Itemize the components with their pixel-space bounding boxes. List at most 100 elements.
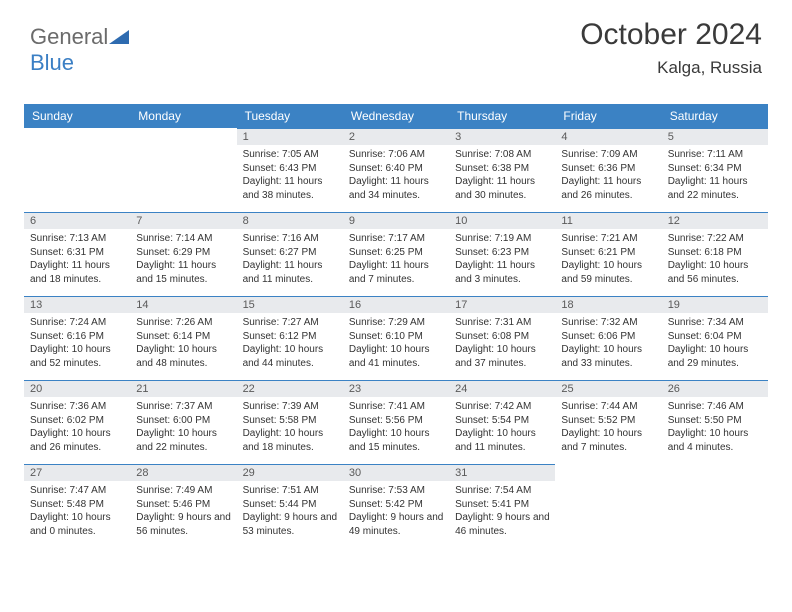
day-info: Sunrise: 7:19 AMSunset: 6:23 PMDaylight:… bbox=[449, 229, 555, 288]
calendar-cell: 3Sunrise: 7:08 AMSunset: 6:38 PMDaylight… bbox=[449, 128, 555, 212]
day-info: Sunrise: 7:54 AMSunset: 5:41 PMDaylight:… bbox=[449, 481, 555, 540]
calendar-cell: 28Sunrise: 7:49 AMSunset: 5:46 PMDayligh… bbox=[130, 464, 236, 548]
daylight-text: Daylight: 10 hours and 44 minutes. bbox=[243, 343, 339, 370]
daylight-text: Daylight: 11 hours and 3 minutes. bbox=[455, 259, 551, 286]
daylight-text: Daylight: 11 hours and 22 minutes. bbox=[668, 175, 764, 202]
day-number: 9 bbox=[343, 213, 449, 229]
day-info: Sunrise: 7:08 AMSunset: 6:38 PMDaylight:… bbox=[449, 145, 555, 204]
calendar-cell: 22Sunrise: 7:39 AMSunset: 5:58 PMDayligh… bbox=[237, 380, 343, 464]
day-number: 31 bbox=[449, 465, 555, 481]
daylight-text: Daylight: 11 hours and 7 minutes. bbox=[349, 259, 445, 286]
sunset-text: Sunset: 6:29 PM bbox=[136, 246, 232, 260]
day-info: Sunrise: 7:47 AMSunset: 5:48 PMDaylight:… bbox=[24, 481, 130, 540]
day-info: Sunrise: 7:09 AMSunset: 6:36 PMDaylight:… bbox=[555, 145, 661, 204]
day-number: 28 bbox=[130, 465, 236, 481]
day-info: Sunrise: 7:14 AMSunset: 6:29 PMDaylight:… bbox=[130, 229, 236, 288]
sunrise-text: Sunrise: 7:17 AM bbox=[349, 232, 445, 246]
sunset-text: Sunset: 6:27 PM bbox=[243, 246, 339, 260]
sunset-text: Sunset: 5:50 PM bbox=[668, 414, 764, 428]
daylight-text: Daylight: 10 hours and 41 minutes. bbox=[349, 343, 445, 370]
sunset-text: Sunset: 6:36 PM bbox=[561, 162, 657, 176]
day-number: 22 bbox=[237, 381, 343, 397]
day-number: 26 bbox=[662, 381, 768, 397]
sunset-text: Sunset: 6:25 PM bbox=[349, 246, 445, 260]
day-number: 14 bbox=[130, 297, 236, 313]
sunrise-text: Sunrise: 7:19 AM bbox=[455, 232, 551, 246]
day-info: Sunrise: 7:36 AMSunset: 6:02 PMDaylight:… bbox=[24, 397, 130, 456]
calendar-row: 1Sunrise: 7:05 AMSunset: 6:43 PMDaylight… bbox=[24, 128, 768, 212]
sunset-text: Sunset: 5:56 PM bbox=[349, 414, 445, 428]
daylight-text: Daylight: 11 hours and 34 minutes. bbox=[349, 175, 445, 202]
sunrise-text: Sunrise: 7:53 AM bbox=[349, 484, 445, 498]
day-number: 16 bbox=[343, 297, 449, 313]
calendar-cell: 16Sunrise: 7:29 AMSunset: 6:10 PMDayligh… bbox=[343, 296, 449, 380]
calendar-cell: 19Sunrise: 7:34 AMSunset: 6:04 PMDayligh… bbox=[662, 296, 768, 380]
sunset-text: Sunset: 5:58 PM bbox=[243, 414, 339, 428]
day-number: 7 bbox=[130, 213, 236, 229]
calendar-cell: 29Sunrise: 7:51 AMSunset: 5:44 PMDayligh… bbox=[237, 464, 343, 548]
day-number: 23 bbox=[343, 381, 449, 397]
sunset-text: Sunset: 5:54 PM bbox=[455, 414, 551, 428]
day-info: Sunrise: 7:34 AMSunset: 6:04 PMDaylight:… bbox=[662, 313, 768, 372]
day-number: 29 bbox=[237, 465, 343, 481]
day-info: Sunrise: 7:26 AMSunset: 6:14 PMDaylight:… bbox=[130, 313, 236, 372]
sunset-text: Sunset: 5:46 PM bbox=[136, 498, 232, 512]
daylight-text: Daylight: 10 hours and 15 minutes. bbox=[349, 427, 445, 454]
daylight-text: Daylight: 11 hours and 11 minutes. bbox=[243, 259, 339, 286]
daylight-text: Daylight: 9 hours and 46 minutes. bbox=[455, 511, 551, 538]
weekday-header: Monday bbox=[130, 104, 236, 128]
calendar-row: 13Sunrise: 7:24 AMSunset: 6:16 PMDayligh… bbox=[24, 296, 768, 380]
sunset-text: Sunset: 5:41 PM bbox=[455, 498, 551, 512]
day-info: Sunrise: 7:05 AMSunset: 6:43 PMDaylight:… bbox=[237, 145, 343, 204]
sunrise-text: Sunrise: 7:26 AM bbox=[136, 316, 232, 330]
location-title: Kalga, Russia bbox=[580, 58, 762, 78]
calendar-cell: 15Sunrise: 7:27 AMSunset: 6:12 PMDayligh… bbox=[237, 296, 343, 380]
daylight-text: Daylight: 10 hours and 18 minutes. bbox=[243, 427, 339, 454]
day-info: Sunrise: 7:27 AMSunset: 6:12 PMDaylight:… bbox=[237, 313, 343, 372]
daylight-text: Daylight: 11 hours and 15 minutes. bbox=[136, 259, 232, 286]
sunset-text: Sunset: 6:21 PM bbox=[561, 246, 657, 260]
weekday-header: Thursday bbox=[449, 104, 555, 128]
daylight-text: Daylight: 10 hours and 26 minutes. bbox=[30, 427, 126, 454]
daylight-text: Daylight: 10 hours and 48 minutes. bbox=[136, 343, 232, 370]
day-number: 18 bbox=[555, 297, 661, 313]
sunrise-text: Sunrise: 7:08 AM bbox=[455, 148, 551, 162]
day-info: Sunrise: 7:24 AMSunset: 6:16 PMDaylight:… bbox=[24, 313, 130, 372]
calendar-cell: 25Sunrise: 7:44 AMSunset: 5:52 PMDayligh… bbox=[555, 380, 661, 464]
daylight-text: Daylight: 11 hours and 18 minutes. bbox=[30, 259, 126, 286]
sunrise-text: Sunrise: 7:24 AM bbox=[30, 316, 126, 330]
day-info: Sunrise: 7:29 AMSunset: 6:10 PMDaylight:… bbox=[343, 313, 449, 372]
daylight-text: Daylight: 10 hours and 37 minutes. bbox=[455, 343, 551, 370]
day-info: Sunrise: 7:06 AMSunset: 6:40 PMDaylight:… bbox=[343, 145, 449, 204]
brand-shape-icon bbox=[109, 30, 129, 46]
calendar-cell: 4Sunrise: 7:09 AMSunset: 6:36 PMDaylight… bbox=[555, 128, 661, 212]
day-info: Sunrise: 7:49 AMSunset: 5:46 PMDaylight:… bbox=[130, 481, 236, 540]
calendar-cell bbox=[555, 464, 661, 548]
day-info: Sunrise: 7:22 AMSunset: 6:18 PMDaylight:… bbox=[662, 229, 768, 288]
calendar-cell: 9Sunrise: 7:17 AMSunset: 6:25 PMDaylight… bbox=[343, 212, 449, 296]
calendar-cell: 18Sunrise: 7:32 AMSunset: 6:06 PMDayligh… bbox=[555, 296, 661, 380]
day-number: 30 bbox=[343, 465, 449, 481]
day-info: Sunrise: 7:53 AMSunset: 5:42 PMDaylight:… bbox=[343, 481, 449, 540]
day-number: 3 bbox=[449, 129, 555, 145]
daylight-text: Daylight: 10 hours and 22 minutes. bbox=[136, 427, 232, 454]
sunrise-text: Sunrise: 7:13 AM bbox=[30, 232, 126, 246]
calendar-row: 20Sunrise: 7:36 AMSunset: 6:02 PMDayligh… bbox=[24, 380, 768, 464]
daylight-text: Daylight: 10 hours and 7 minutes. bbox=[561, 427, 657, 454]
day-number: 24 bbox=[449, 381, 555, 397]
sunset-text: Sunset: 6:06 PM bbox=[561, 330, 657, 344]
sunset-text: Sunset: 6:04 PM bbox=[668, 330, 764, 344]
daylight-text: Daylight: 10 hours and 56 minutes. bbox=[668, 259, 764, 286]
calendar-cell: 10Sunrise: 7:19 AMSunset: 6:23 PMDayligh… bbox=[449, 212, 555, 296]
day-info: Sunrise: 7:41 AMSunset: 5:56 PMDaylight:… bbox=[343, 397, 449, 456]
sunrise-text: Sunrise: 7:54 AM bbox=[455, 484, 551, 498]
day-number: 12 bbox=[662, 213, 768, 229]
calendar-cell: 1Sunrise: 7:05 AMSunset: 6:43 PMDaylight… bbox=[237, 128, 343, 212]
sunrise-text: Sunrise: 7:29 AM bbox=[349, 316, 445, 330]
day-number: 2 bbox=[343, 129, 449, 145]
day-info: Sunrise: 7:17 AMSunset: 6:25 PMDaylight:… bbox=[343, 229, 449, 288]
calendar-head: Sunday Monday Tuesday Wednesday Thursday… bbox=[24, 104, 768, 128]
sunset-text: Sunset: 6:10 PM bbox=[349, 330, 445, 344]
weekday-header: Tuesday bbox=[237, 104, 343, 128]
weekday-header: Saturday bbox=[662, 104, 768, 128]
